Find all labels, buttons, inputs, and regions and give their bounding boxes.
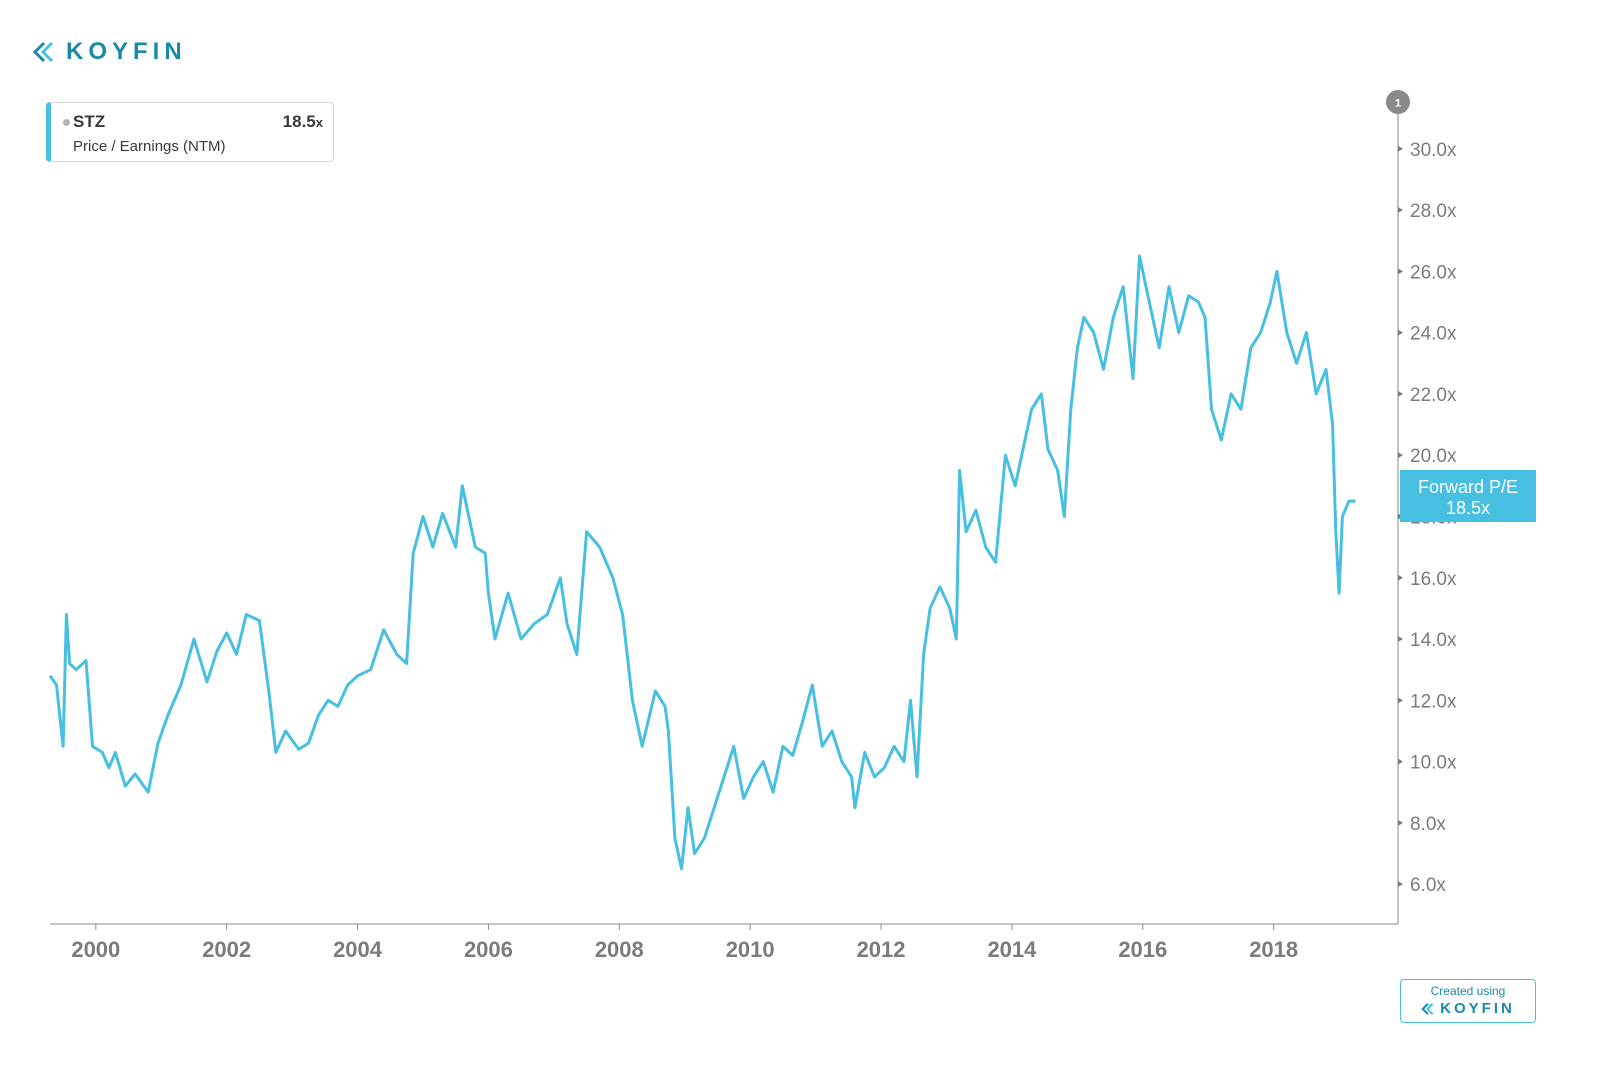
legend-ticker: STZ xyxy=(73,112,106,131)
y-tick-mark xyxy=(1398,390,1403,397)
y-tick-mark xyxy=(1398,881,1403,888)
x-tick-label: 2010 xyxy=(726,937,775,962)
series-line-stz[interactable] xyxy=(48,254,1356,871)
legend-value-unit: x xyxy=(315,115,323,130)
axis-badge-text: 1 xyxy=(1395,98,1401,110)
axis-badge-circle xyxy=(1386,90,1410,114)
y-tick-label: 10.0x xyxy=(1410,753,1457,774)
created-using-text: Created using xyxy=(1430,984,1506,998)
y-tick-label: 16.0x xyxy=(1410,569,1457,590)
y-tick-label: 8.0x xyxy=(1410,814,1446,835)
y-tick-mark xyxy=(1398,145,1403,152)
y-tick-mark xyxy=(1398,819,1403,826)
series-layer xyxy=(48,254,1356,871)
x-tick-label: 2000 xyxy=(71,937,120,962)
legend-metric: Price / Earnings (NTM) xyxy=(73,138,226,155)
x-tick-label: 2018 xyxy=(1249,937,1298,962)
y-tick-label: 20.0x xyxy=(1410,446,1457,467)
created-using-brand: KOYFIN xyxy=(1440,1000,1515,1017)
y-tick-label: 14.0x xyxy=(1410,630,1457,651)
y-tick-label: 28.0x xyxy=(1410,201,1457,222)
x-tick-label: 2008 xyxy=(595,937,644,962)
current-value-label: Forward P/E 18.5x xyxy=(1400,470,1536,522)
y-tick-label: 22.0x xyxy=(1410,385,1457,406)
current-value-bg xyxy=(1400,470,1536,522)
created-using-logo: KOYFIN xyxy=(1401,1000,1535,1017)
series-legend[interactable]: STZ 18.5x Price / Earnings (NTM) xyxy=(46,102,334,162)
y-tick-mark xyxy=(1398,452,1403,459)
koyfin-chevron-small-icon xyxy=(1421,1002,1434,1015)
x-axis: 2000 2002 2004 2006 2008 2010 2012 2014 2016 2018 xyxy=(50,923,1398,962)
koyfin-chevron-icon xyxy=(32,41,54,63)
x-tick-label: 2016 xyxy=(1118,937,1167,962)
y-tick-mark xyxy=(1398,574,1403,581)
x-tick-label: 2014 xyxy=(987,937,1037,962)
x-tick-label: 2002 xyxy=(202,937,251,962)
y-tick-label: 24.0x xyxy=(1410,324,1457,345)
y-tick-mark xyxy=(1398,329,1403,336)
y-tick-label: 12.0x xyxy=(1410,691,1457,712)
y-tick-mark xyxy=(1398,758,1403,765)
axis-badge[interactable]: 1 xyxy=(1386,90,1410,114)
current-value-number: 18.5x xyxy=(1446,498,1490,518)
koyfin-logo-text: KOYFIN xyxy=(66,38,187,65)
series-dot-icon xyxy=(63,119,70,126)
y-tick-label: 26.0x xyxy=(1410,262,1457,283)
y-tick-mark xyxy=(1398,636,1403,643)
legend-value-number: 18.5 xyxy=(282,112,316,131)
created-using-badge[interactable]: Created using KOYFIN xyxy=(1400,979,1536,1023)
y-tick-mark xyxy=(1398,268,1403,275)
current-value-title: Forward P/E xyxy=(1418,477,1518,497)
x-tick-label: 2012 xyxy=(857,937,906,962)
y-tick-label: 6.0x xyxy=(1410,875,1446,896)
y-tick-mark xyxy=(1398,207,1403,214)
y-tick-mark xyxy=(1398,697,1403,704)
x-tick-label: 2004 xyxy=(333,937,383,962)
x-tick-label: 2006 xyxy=(464,937,513,962)
y-tick-label: 30.0x xyxy=(1410,140,1457,161)
koyfin-logo: KOYFIN xyxy=(32,38,187,66)
legend-value: 18.5x xyxy=(283,112,323,132)
